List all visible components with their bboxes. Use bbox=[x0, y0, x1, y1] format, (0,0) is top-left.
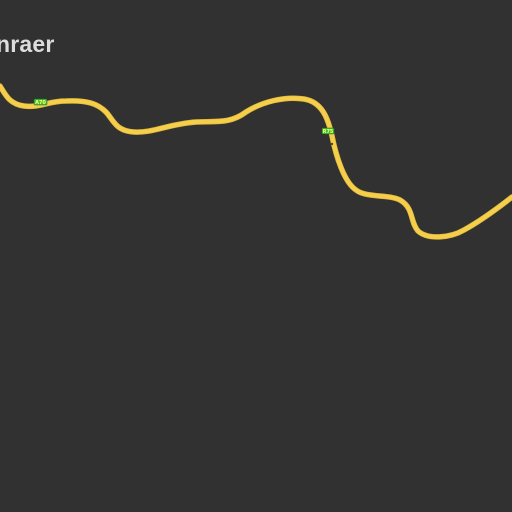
route-shield-r75-label: R75 bbox=[323, 129, 334, 135]
highway-road[interactable] bbox=[0, 84, 512, 239]
place-label: nraer bbox=[0, 31, 55, 57]
route-shield-a70[interactable]: A70 bbox=[33, 98, 48, 106]
junction-marker bbox=[330, 142, 334, 146]
route-shield-r75[interactable]: R75 bbox=[321, 127, 335, 135]
route-shield-a70-label: A70 bbox=[35, 100, 46, 106]
route-shield-a70-bg bbox=[33, 98, 48, 106]
route-shield-r75-bg bbox=[321, 127, 335, 135]
